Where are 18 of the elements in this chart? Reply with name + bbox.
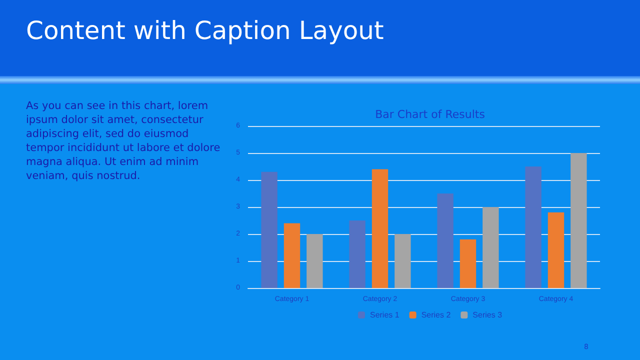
bar [525, 166, 542, 288]
chart-title: Bar Chart of Results [375, 108, 486, 121]
bar [261, 172, 278, 288]
bar [548, 212, 564, 288]
bar [349, 220, 366, 288]
bar [306, 234, 323, 288]
bar [460, 239, 476, 288]
legend-label: Series 3 [472, 310, 503, 320]
bar [284, 223, 300, 288]
text: As you can see in this chart, lorem ipsum dolor sit amet, consectetur adipiscing elit, sed do eiusmod tempor incididunt ut labore et dolore magna aliqua. Ut enim ad minim veniam, quis nostrud. [26, 99, 222, 183]
bar [437, 194, 454, 288]
legend-label: Series 1 [370, 310, 400, 320]
bar [372, 169, 388, 288]
bar [394, 234, 411, 288]
text: Content with Caption Layout [26, 16, 384, 45]
bar [482, 207, 499, 288]
legend-label: Series 2 [421, 310, 452, 320]
bar [570, 153, 587, 288]
